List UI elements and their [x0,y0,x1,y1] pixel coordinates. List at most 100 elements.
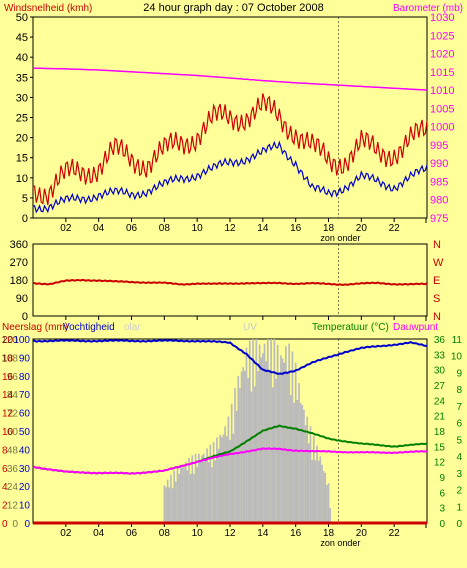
humidity-tick-label: 50 [19,427,31,438]
solar-tick-label: 108 [1,353,18,364]
solar-bar [227,416,230,523]
time-tick-label: 12 [224,223,236,234]
solar-bar [275,378,277,523]
direction-tick-label: 270 [10,257,28,269]
solar-bar [257,371,259,523]
time-tick-label: 06 [126,223,138,234]
compass-tick-label: W [433,257,444,269]
rain-label: Neerslag (mm) [2,322,68,333]
uv-tick-label: 8 [456,385,462,396]
solar-bar [165,487,167,523]
solar-tick-label: 48 [7,445,19,456]
solar-bar [303,409,305,523]
time-tick-label: 04 [93,223,105,234]
wind-tick-label: 15 [16,153,28,165]
time-tick-label: 14 [257,223,269,234]
solar-bar [219,434,222,523]
solar-bar [299,403,302,523]
wind-line [32,93,428,206]
solar-bar [316,445,318,523]
panel1-frame [32,16,428,219]
solar-bars [163,339,332,523]
temperature-tick-label: 9 [439,473,445,484]
solar-bar [248,340,251,523]
barometer-tick-label: 1020 [430,49,454,61]
direction-tick-label: 90 [16,293,28,305]
solar-bar [293,402,295,523]
solar-bar [245,347,248,523]
wind-tick-label: 0 [22,213,28,225]
time-tick-label: 16 [290,223,302,234]
barometer-tick-label: 995 [430,140,448,152]
solar-tick-label: 96 [7,372,19,383]
humidity-tick-label: 70 [19,390,31,401]
time-tick-label: 20 [356,223,368,234]
uv-tick-label: 2 [456,486,462,497]
rain-tick-label: 2 [2,501,8,512]
solar-bar [168,487,171,523]
rain-tick-label: 10 [2,427,14,438]
compass-tick-label: N [433,239,441,251]
solar-bar [214,460,217,523]
time-tick-label: 10 [192,223,204,234]
solar-bar [326,485,328,523]
solar-tick-label: 24 [7,482,19,493]
solar-bar [289,395,292,523]
solar-bar [276,344,279,523]
time-tick-label: 14 [257,528,269,539]
barometer-tick-label: 975 [430,213,448,225]
solar-bar [240,371,243,523]
solar-bar [250,391,253,523]
rain-tick-label: 14 [2,390,14,401]
solar-bar [263,343,266,523]
solar-bar [271,387,274,523]
wind-tick-label: 10 [16,173,28,185]
solar-bar [242,367,245,523]
solar-bar [220,437,223,523]
solar-bar [239,388,241,523]
humidity-label: Vochtigheid [63,322,115,333]
solar-bar [229,439,231,523]
solar-bar [322,471,325,523]
time-tick-label: 18 [323,223,335,234]
solar-bar [301,405,304,523]
solar-bar [314,460,317,523]
solar-bar [327,483,330,523]
solar-bar [253,386,256,523]
solar-bar [324,472,327,523]
chart-title: 24 hour graph day : 07 October 2008 [143,2,323,14]
barometer-axis-label: Barometer (mb) [393,3,463,14]
sunset-label: zon onder [320,538,360,548]
solar-bar [329,508,332,523]
rain-tick-label: 20 [2,335,14,346]
solar-bar [288,343,290,523]
solar-bar [216,437,218,523]
solar-tick-label: 72 [7,409,19,420]
solar-tick-label: 36 [7,464,19,475]
time-tick-label: 04 [93,528,105,539]
solar-bar [171,488,174,523]
wind-tick-label: 5 [22,193,28,205]
solar-bar [209,444,212,523]
solar-tick-label: 0 [12,519,18,530]
solar-bar [170,474,172,523]
compass-tick-label: E [433,275,440,287]
time-tick-label: 10 [192,528,204,539]
solar-bar [306,416,309,523]
time-tick-label: 02 [60,223,72,234]
time-tick-label: 22 [389,528,401,539]
solar-bar [265,361,268,523]
solar-bar [232,433,235,523]
time-tick-label: 20 [356,528,368,539]
time-tick-label: 22 [389,223,401,234]
solar-tick-label: 84 [7,390,19,401]
solar-bar [212,442,215,523]
uv-tick-label: 5 [456,435,462,446]
solar-bar [235,410,238,523]
uv-tick-label: 11 [452,335,463,346]
solar-bar [317,460,320,523]
solar-bar [191,455,194,523]
rain-tick-label: 12 [2,409,14,420]
solar-bar [234,388,236,523]
